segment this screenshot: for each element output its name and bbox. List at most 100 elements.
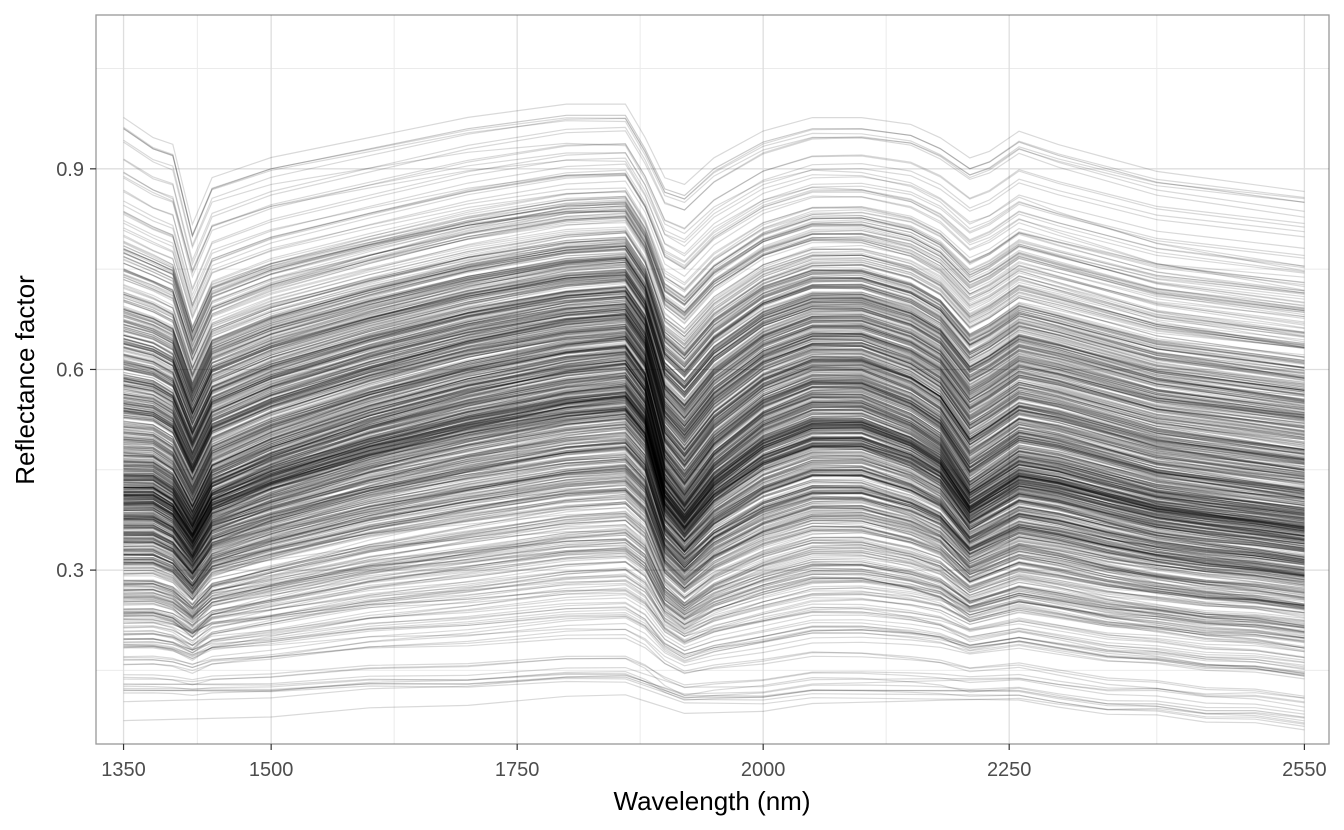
spectrum-line <box>123 285 1305 433</box>
spectrum-line <box>123 673 1305 722</box>
spectrum-line <box>123 312 1305 465</box>
spectrum-line <box>123 341 1305 497</box>
spectrum-line <box>123 472 1305 594</box>
spectrum-line <box>123 503 1305 610</box>
spectrum-line <box>123 339 1305 503</box>
spectrum-line <box>123 359 1305 519</box>
spectrum-line <box>123 374 1305 530</box>
spectrum-line <box>123 415 1305 558</box>
spectrum-line <box>123 355 1305 519</box>
spectrum-line <box>123 391 1305 538</box>
spectrum-line <box>123 280 1305 427</box>
spectrum-line <box>123 364 1305 515</box>
spectrum-line <box>123 226 1305 362</box>
spectrum-line <box>123 467 1305 581</box>
spectrum-line <box>123 423 1305 561</box>
spectrum-line <box>123 359 1305 514</box>
spectrum-line <box>123 291 1305 435</box>
spectrum-line <box>123 418 1305 558</box>
spectrum-line <box>123 277 1305 427</box>
spectrum-line <box>123 519 1305 627</box>
spectrum-line <box>123 424 1305 553</box>
spectrum-line <box>123 458 1305 577</box>
spectrum-line <box>123 409 1305 561</box>
spectrum-line <box>123 200 1305 344</box>
spectrum-line <box>123 568 1305 649</box>
spectrum-line <box>123 345 1305 500</box>
spectrum-line <box>123 372 1305 525</box>
spectrum-line <box>123 319 1305 463</box>
spectrum-line <box>123 332 1305 495</box>
spectrum-line <box>123 345 1305 501</box>
spectrum-line <box>123 313 1305 461</box>
spectrum-line <box>123 363 1305 528</box>
spectrum-line <box>123 403 1305 546</box>
spectrum-line <box>123 468 1305 588</box>
spectrum-line <box>123 278 1305 431</box>
spectrum-line <box>123 261 1305 412</box>
spectrum-line <box>123 402 1305 551</box>
spectrum-line <box>123 228 1305 363</box>
spectrum-line <box>123 424 1305 559</box>
spectrum-line <box>123 395 1305 532</box>
spectrum-line <box>123 413 1305 551</box>
spectrum-line <box>123 458 1305 576</box>
spectrum-line <box>123 285 1305 442</box>
spectrum-line <box>123 501 1305 609</box>
spectrum-line <box>123 470 1305 578</box>
spectrum-line <box>123 335 1305 498</box>
spectrum-line <box>123 375 1305 529</box>
spectrum-line <box>123 248 1305 395</box>
spectrum-line <box>123 386 1305 540</box>
spectrum-line <box>123 531 1305 619</box>
spectrum-line <box>123 372 1305 537</box>
spectrum-line <box>123 356 1305 515</box>
spectrum-line <box>123 259 1305 404</box>
spectrum-line <box>123 289 1305 427</box>
spectrum-line <box>123 416 1305 568</box>
spectrum-line <box>123 315 1305 468</box>
spectrum-line <box>123 452 1305 586</box>
spectrum-line <box>123 256 1305 393</box>
spectrum-line <box>123 333 1305 482</box>
spectrum-line <box>123 247 1305 380</box>
spectrum-line <box>123 391 1305 548</box>
spectrum-line <box>123 433 1305 566</box>
spectrum-line <box>123 469 1305 582</box>
spectrum-line <box>123 676 1305 718</box>
spectrum-line <box>123 426 1305 580</box>
spectrum-line <box>123 292 1305 441</box>
spectrum-line <box>123 387 1305 530</box>
spectrum-line <box>123 274 1305 416</box>
spectrum-line <box>123 597 1305 661</box>
spectrum-line <box>123 447 1305 562</box>
spectrum-line <box>123 528 1305 617</box>
spectrum-line <box>123 465 1305 584</box>
spectrum-line <box>123 560 1305 632</box>
spectrum-line <box>123 268 1305 411</box>
spectrum-line <box>123 454 1305 563</box>
spectrum-line <box>123 412 1305 566</box>
spectrum-line <box>123 312 1305 470</box>
spectrum-line <box>123 363 1305 535</box>
spectrum-line <box>123 327 1305 474</box>
spectrum-line <box>123 510 1305 616</box>
spectrum-line <box>123 279 1305 424</box>
spectrum-line <box>123 447 1305 577</box>
spectrum-line <box>123 103 1305 227</box>
spectrum-line <box>123 609 1305 669</box>
spectrum-line <box>123 323 1305 467</box>
spectrum-line <box>123 407 1305 545</box>
spectrum-line <box>123 396 1305 545</box>
spectrum-line <box>123 202 1305 339</box>
spectrum-line <box>123 281 1305 426</box>
spectrum-line <box>123 362 1305 528</box>
spectrum-line <box>123 358 1305 510</box>
spectrum-line <box>123 428 1305 566</box>
spectrum-line <box>123 465 1305 580</box>
spectrum-line <box>123 309 1305 456</box>
spectrum-line <box>123 363 1305 527</box>
spectrum-line <box>123 478 1305 591</box>
spectrum-line <box>123 382 1305 530</box>
spectrum-line <box>123 290 1305 434</box>
